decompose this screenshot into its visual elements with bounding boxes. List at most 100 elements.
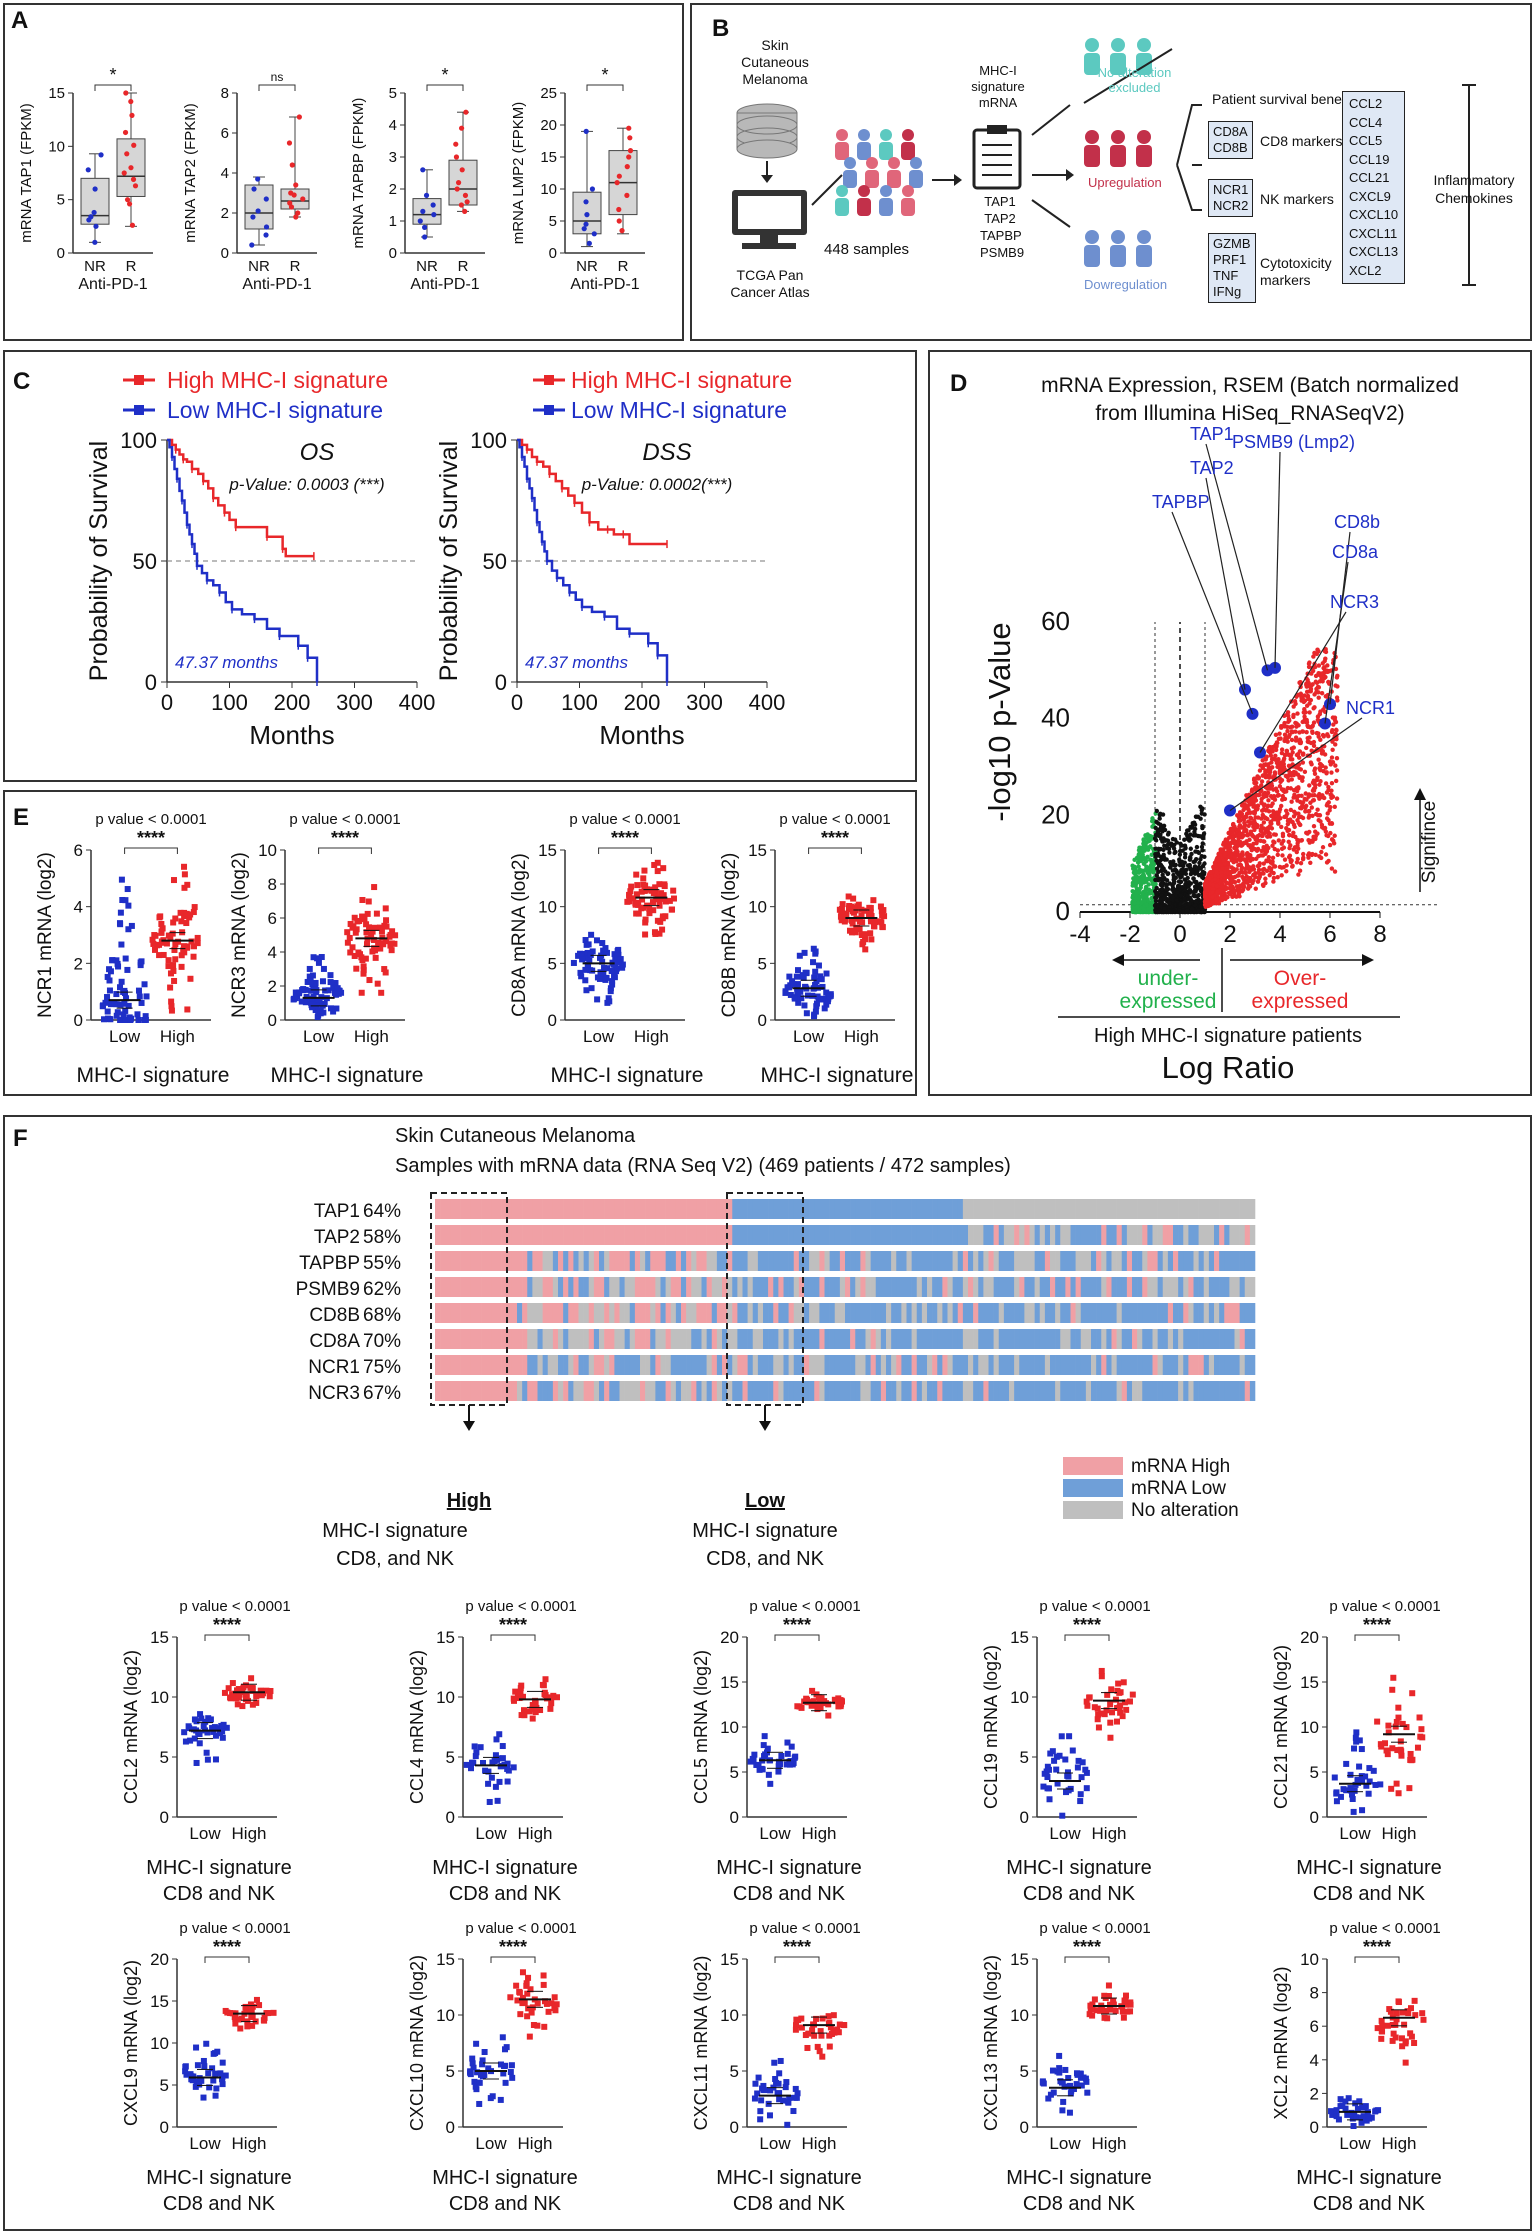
oncoprint-cell [1229,1355,1235,1375]
oncoprint-cell [583,1251,590,1271]
plot-title: DSS [642,439,691,466]
data-point [99,1003,106,1010]
oncoprint-cell [962,1225,969,1245]
oncoprint-cell [962,1251,969,1271]
oncoprint-cell [747,1251,754,1271]
oncoprint-cell [634,1225,641,1245]
scatter-point [1167,850,1172,855]
oncoprint-cell [1173,1277,1179,1297]
scatter-point [1261,773,1266,778]
person-body [901,198,915,216]
data-point [392,932,399,939]
oncoprint-cell [583,1303,590,1323]
x-axis-label: Anti-PD-1 [242,276,311,293]
scatter-point [1227,891,1233,897]
oncoprint-cell [875,1199,882,1219]
scatter-point [1130,895,1135,900]
data-point [322,987,329,994]
oncoprint-cell [942,1225,948,1245]
y-tick-label: 6 [221,125,229,142]
oncoprint-cell [1244,1199,1251,1219]
scatter-point [1301,710,1306,715]
panel-d-chart: mRNA Expression, RSEM (Batch normalizedf… [982,374,1459,1085]
oncoprint-cell [450,1329,456,1349]
scatter-point [1324,803,1330,808]
data-point [113,957,120,964]
oncoprint-cell [1229,1303,1235,1323]
x-tick-label: Low [303,1027,335,1046]
oncoprint-cell [860,1303,866,1323]
oncoprint-cell [1157,1225,1164,1245]
oncoprint-cell [716,1329,723,1349]
oncoprint-cell [921,1355,928,1375]
scatter-point [1305,723,1310,728]
data-point [454,186,460,192]
data-point [868,936,875,943]
oncoprint-cell [1208,1277,1215,1297]
oncoprint-cell [1132,1355,1138,1375]
scatter-point [1318,779,1323,784]
oncoprint-cell [588,1251,595,1271]
oncoprint-cell [722,1251,728,1271]
oncoprint-cell [1167,1355,1174,1375]
data-point [811,1011,818,1018]
data-point [633,891,640,898]
oncoprint-cell [465,1251,472,1271]
oncoprint-cell [701,1277,707,1297]
oncoprint-cell [865,1277,871,1297]
scatter-point [1330,739,1335,744]
oncoprint-cell [491,1329,497,1349]
oncoprint-cell [619,1355,625,1375]
oncoprint-cell [1101,1355,1107,1375]
oncoprint-cell [783,1303,789,1323]
scatter-point [1261,861,1266,866]
oncoprint-cell [675,1303,682,1323]
oncoprint-cell [1091,1355,1097,1375]
scatter-point [1309,671,1314,676]
data-point [118,978,125,985]
data-point [172,915,179,922]
oncoprint-cell [1039,1303,1046,1323]
data-point [184,1006,191,1013]
oncoprint-cell [875,1329,882,1349]
oncoprint-cell [947,1303,953,1323]
scatter-point [1279,803,1284,809]
scatter-point [1153,854,1158,859]
oncoprint-cell [716,1199,723,1219]
data-point [187,911,194,918]
oncoprint-cell [1167,1225,1174,1245]
data-point [104,994,111,1001]
scatter-point [1136,851,1142,857]
oncoprint-cell [916,1355,923,1375]
data-point [359,913,366,920]
arrow-head [1112,954,1124,966]
oncoprint-cell [1167,1303,1174,1323]
oncoprint-cell [496,1199,502,1219]
y-tick-label: 15 [538,841,557,860]
data-point [628,883,635,890]
oncoprint-cell [593,1355,600,1375]
scatter-point [1280,853,1285,858]
data-point [633,910,640,917]
data-point [289,162,295,168]
oncoprint-cell [1024,1303,1030,1323]
oncoprint-cell [440,1277,446,1297]
oncoprint-cell [850,1251,856,1271]
scatter-point [1250,845,1256,851]
oncoprint-cell [537,1303,543,1323]
data-point [624,192,630,198]
arrow-head [1362,954,1374,966]
oncoprint-cell [1080,1277,1087,1297]
panel-e-label: E [13,804,30,831]
scatter-point [1261,793,1266,798]
data-point [178,963,185,970]
oncoprint-cell [1019,1199,1025,1219]
scatter-point [1334,728,1339,733]
oncoprint-cell [481,1329,487,1349]
scatter-point [1131,866,1136,871]
scatter-point [1161,909,1167,915]
oncoprint-cell [998,1225,1005,1245]
oncoprint-cell [1044,1277,1051,1297]
scatter-point [1141,847,1146,852]
oncoprint-cell [773,1251,779,1271]
